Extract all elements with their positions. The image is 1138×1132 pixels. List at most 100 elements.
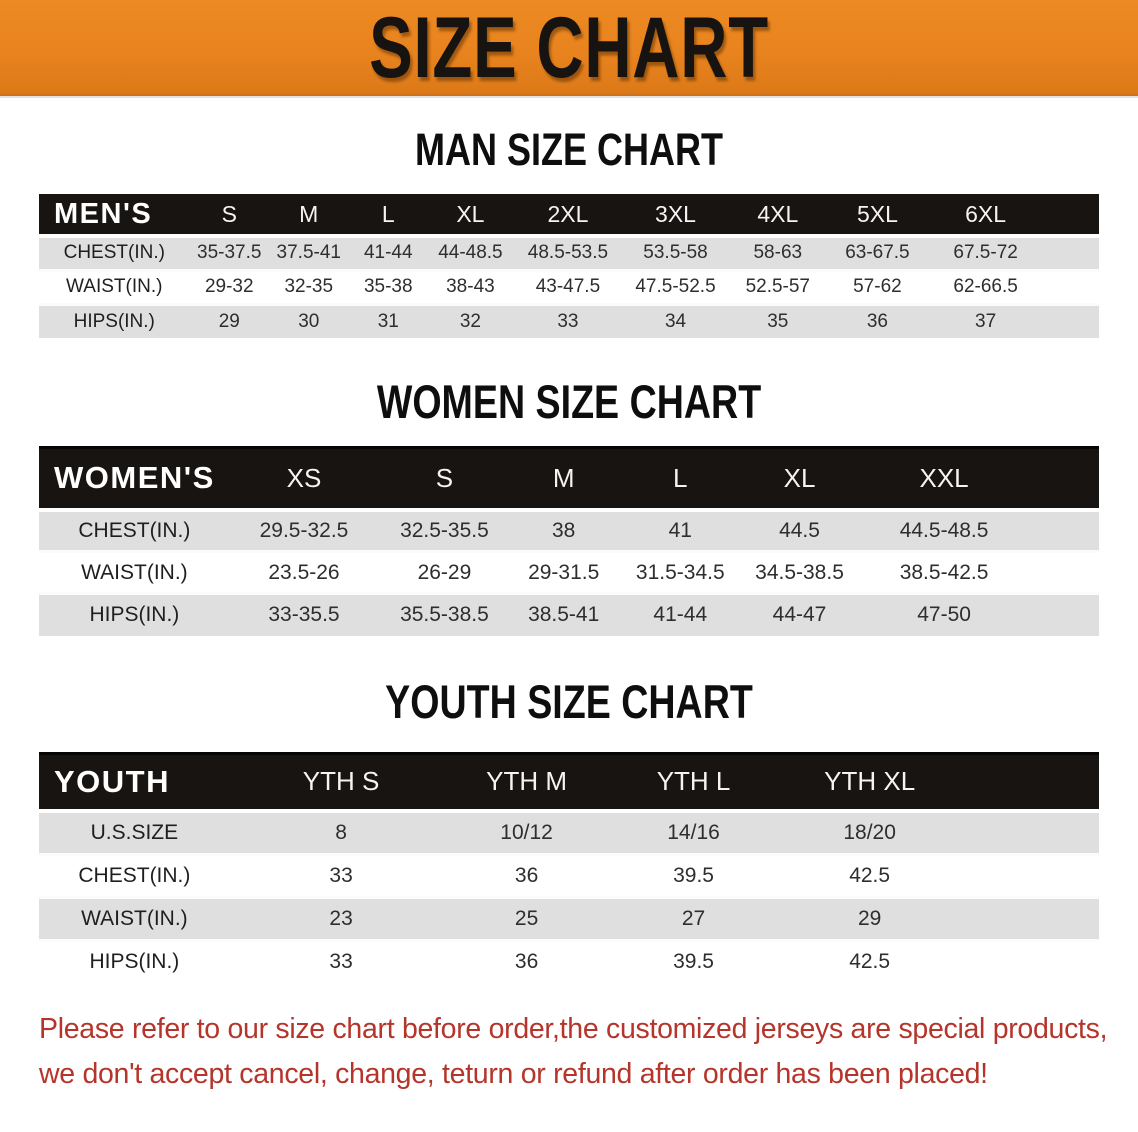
size-cell: 52.5-57 <box>727 270 828 306</box>
column-header: YTH S <box>229 751 453 813</box>
size-cell: 38.5-42.5 <box>855 551 1099 595</box>
size-cell: 37 <box>975 310 997 332</box>
size-cell: 29.5-32.5 <box>229 509 379 553</box>
size-table-header-row: MEN'S S M L XL 2XL 3XL 4XL 5XL 6XL <box>39 194 1099 238</box>
column-header: YTH M <box>452 751 601 813</box>
row-label: HIPS(IN.) <box>73 310 155 332</box>
size-cell: 41-44 <box>653 603 708 627</box>
size-table-header-row: YOUTH YTH S YTH M YTH L YTH XL <box>39 751 1099 813</box>
column-header: M <box>269 194 349 238</box>
size-cell: 35-38 <box>348 270 429 306</box>
size-cell: 36 <box>514 950 539 974</box>
banner: SIZE CHART <box>0 0 1138 98</box>
size-cell: 41 <box>616 509 744 553</box>
column-header: 2XL <box>512 194 624 238</box>
size-cell: 38 <box>510 509 617 553</box>
size-cell: 42.5 <box>786 854 1099 899</box>
table-row: CHEST(IN.) 33 36 39.5 42.5 <box>39 854 1099 899</box>
row-label: WAIST(IN.) <box>39 270 190 306</box>
size-cell: 34 <box>664 310 687 332</box>
row-label: U.S.SIZE <box>39 811 230 856</box>
size-cell: 36 <box>452 854 601 899</box>
column-header: XL <box>428 194 513 238</box>
group-label: MEN'S <box>39 194 190 238</box>
size-cell: 35-37.5 <box>189 236 270 272</box>
size-cell: 14/16 <box>600 811 787 856</box>
size-cell: 44-48.5 <box>428 236 513 272</box>
column-header: YTH L <box>600 751 787 813</box>
men-section-heading: MAN SIZE CHART <box>415 124 723 175</box>
table-row: WAIST(IN.) 23 25 27 29 <box>39 897 1099 942</box>
size-cell: 33 <box>229 854 453 899</box>
size-cell: 33-35.5 <box>268 603 340 627</box>
size-cell: 35 <box>767 310 789 332</box>
size-cell: 32-35 <box>269 270 349 306</box>
size-cell: 26-29 <box>378 551 511 595</box>
size-cell: 47.5-52.5 <box>623 270 728 306</box>
column-header: L <box>616 446 744 512</box>
column-header: YTH XL <box>786 751 1099 813</box>
table-row: WAIST(IN.) 29-32 32-35 35-38 38-43 43-47.5 47.… <box>39 270 1099 306</box>
size-cell: 23 <box>229 897 453 942</box>
size-cell: 53.5-58 <box>623 236 728 272</box>
disclaimer-line-1: Please refer to our size chart before or… <box>39 1013 1108 1045</box>
size-cell: 38.5-41 <box>528 603 600 627</box>
size-cell: 27 <box>600 897 787 942</box>
size-cell: 48.5-53.5 <box>512 236 624 272</box>
column-header: 5XL <box>827 194 928 238</box>
size-cell: 31.5-34.5 <box>616 551 744 595</box>
column-header: S <box>378 446 511 512</box>
table-row: WAIST(IN.) 23.5-26 26-29 29-31.5 31.5-34.5 34… <box>39 551 1099 595</box>
row-label: HIPS(IN.) <box>89 603 180 627</box>
size-cell: 44.5 <box>743 509 856 553</box>
size-cell: 34.5-38.5 <box>743 551 856 595</box>
size-cell: 30 <box>298 310 320 332</box>
size-table-header-row: WOMEN'S XS S M L XL XXL <box>39 446 1099 512</box>
row-label: CHEST(IN.) <box>39 509 230 553</box>
table-row: CHEST(IN.) 35-37.5 37.5-41 41-44 44-48.5 48.5… <box>39 236 1099 272</box>
disclaimer-note: Please refer to our size chart before or… <box>39 1007 1138 1097</box>
size-cell: 43-47.5 <box>512 270 624 306</box>
women-section-heading: WOMEN SIZE CHART <box>376 375 762 428</box>
size-cell: 41-44 <box>348 236 429 272</box>
size-cell: 29 <box>218 310 240 332</box>
column-header: 6XL <box>927 194 1099 238</box>
page-title: SIZE CHART <box>369 0 769 96</box>
table-row: CHEST(IN.) 29.5-32.5 32.5-35.5 38 41 44.5 44.5… <box>39 509 1099 553</box>
row-label: CHEST(IN.) <box>39 854 230 899</box>
column-header: XS <box>229 446 379 512</box>
size-cell: 23.5-26 <box>229 551 379 595</box>
size-cell: 33 <box>557 310 579 332</box>
row-label: HIPS(IN.) <box>89 950 180 974</box>
size-cell: 10/12 <box>452 811 601 856</box>
men-size-table: MEN'S S M L XL 2XL 3XL 4XL 5XL 6XL CHEST(IN.) 35-37… <box>39 194 1099 338</box>
size-cell: 31 <box>377 310 399 332</box>
column-header: 4XL <box>727 194 828 238</box>
size-cell: 18/20 <box>786 811 1099 856</box>
size-cell: 58-63 <box>727 236 828 272</box>
youth-size-section: YOUTH SIZE CHART YOUTH YTH S YTH M YTH L YTH… <box>0 675 1138 983</box>
size-cell: 44.5-48.5 <box>855 509 1099 553</box>
column-header: XL <box>743 446 856 512</box>
size-cell: 62-66.5 <box>927 270 1099 306</box>
size-cell: 39.5 <box>673 950 714 974</box>
size-table: WOMEN'S XS S M L XL XXL CHEST(IN.) 29.5-32.5 32.5… <box>39 446 1099 636</box>
disclaimer-line-2: we don't accept cancel, change, teturn o… <box>39 1058 988 1090</box>
size-cell: 39.5 <box>600 854 787 899</box>
size-cell: 63-67.5 <box>827 236 928 272</box>
women-size-table: WOMEN'S XS S M L XL XXL CHEST(IN.) 29.5-32.5 32.5… <box>39 446 1099 636</box>
column-header: M <box>510 446 617 512</box>
size-cell: 38-43 <box>428 270 513 306</box>
column-header: S <box>189 194 270 238</box>
size-cell: 47-50 <box>917 603 971 627</box>
column-header: 3XL <box>623 194 728 238</box>
size-cell: 67.5-72 <box>927 236 1099 272</box>
table-row: HIPS(IN.) 29 30 31 32 33 34 35 36 37 <box>39 304 1099 338</box>
row-label: CHEST(IN.) <box>39 236 190 272</box>
women-size-section: WOMEN SIZE CHART WOMEN'S XS S M L XL XXL CHEST(… <box>0 376 1138 636</box>
group-label: WOMEN'S <box>39 446 230 512</box>
size-cell: 57-62 <box>827 270 928 306</box>
size-cell: 33 <box>329 950 353 974</box>
size-cell: 29-32 <box>189 270 270 306</box>
